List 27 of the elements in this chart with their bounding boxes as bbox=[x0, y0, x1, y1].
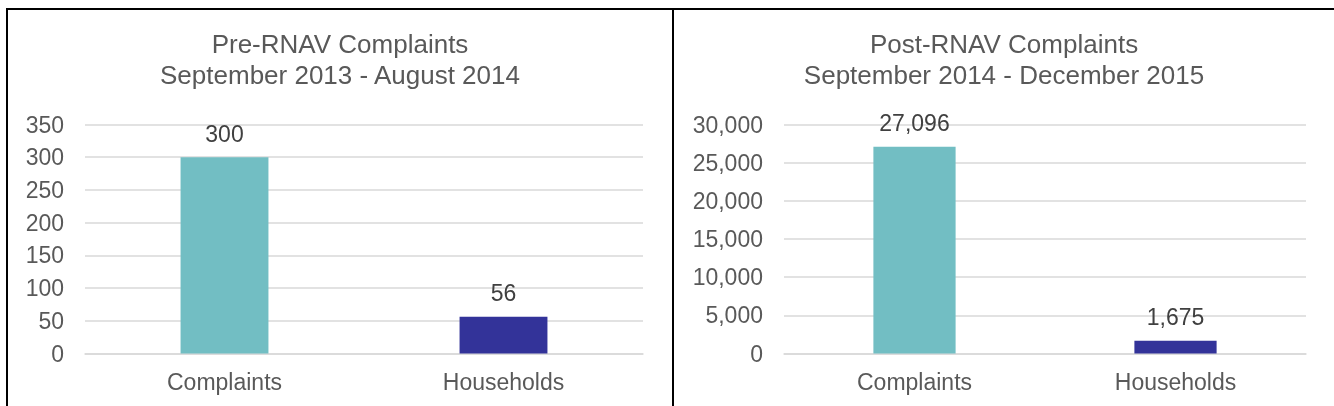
chart-subtitle: September 2014 - December 2015 bbox=[803, 59, 1205, 90]
x-tick-label: Households bbox=[442, 369, 565, 395]
chart-title: Post-RNAV Complaints bbox=[869, 28, 1139, 59]
y-tick-label: 10,000 bbox=[692, 264, 763, 291]
y-tick-label: 350 bbox=[25, 111, 64, 138]
y-tick-label: 100 bbox=[25, 275, 64, 302]
chart-subtitle: September 2013 - August 2014 bbox=[160, 59, 520, 90]
y-tick-label: 15,000 bbox=[692, 226, 763, 252]
data-label: 56 bbox=[490, 280, 517, 307]
y-tick-label: 30,000 bbox=[692, 111, 763, 138]
y-tick-label: 50 bbox=[38, 307, 64, 334]
y-tick-label: 25,000 bbox=[692, 149, 763, 176]
y-tick-label: 300 bbox=[25, 144, 64, 171]
data-label: 1,675 bbox=[1146, 304, 1205, 331]
y-tick-label: 0 bbox=[750, 340, 763, 367]
data-label: 27,096 bbox=[879, 110, 950, 137]
x-tick-label: Complaints bbox=[856, 369, 973, 395]
x-tick-label: Households bbox=[1114, 369, 1237, 395]
data-label: 300 bbox=[205, 120, 244, 147]
y-tick-label: 250 bbox=[25, 176, 64, 203]
x-tick-label: Complaints bbox=[166, 369, 283, 395]
y-tick-label: 20,000 bbox=[692, 187, 763, 214]
y-tick-label: 200 bbox=[25, 209, 64, 236]
chart-title: Pre-RNAV Complaints bbox=[211, 28, 469, 59]
y-tick-label: 5,000 bbox=[705, 302, 763, 329]
y-tick-label: 0 bbox=[51, 340, 64, 367]
y-tick-label: 150 bbox=[25, 242, 64, 269]
